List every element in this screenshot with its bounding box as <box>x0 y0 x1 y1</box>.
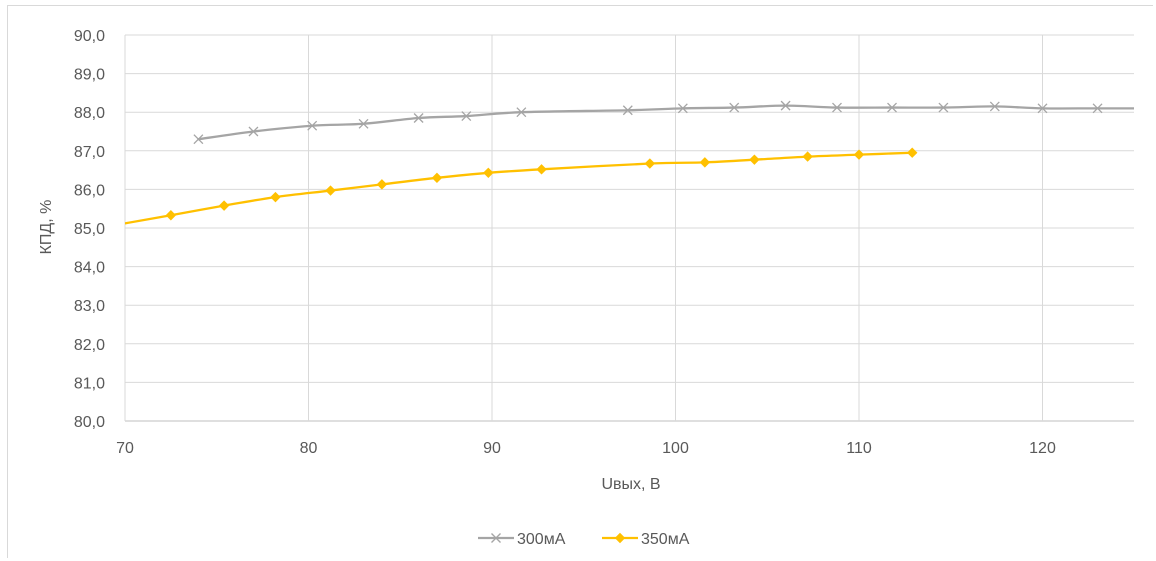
data-point-350мА <box>376 179 388 190</box>
data-point-300мА-stroke-b <box>989 101 1000 112</box>
data-point-300мА <box>193 134 204 145</box>
data-point-350мА <box>699 157 711 168</box>
legend-label: 350мА <box>641 531 690 548</box>
data-point-350мА <box>325 185 336 196</box>
x-tick-label: 80 <box>300 440 318 457</box>
data-point-350мА <box>536 164 547 175</box>
data-point-300мА <box>461 111 472 122</box>
data-point-300мА-stroke-b <box>413 113 424 123</box>
data-point-350мА <box>218 200 230 211</box>
series-line-300мА <box>197 104 1134 141</box>
data-point-300мА-stroke-b <box>938 102 949 113</box>
y-tick-label: 89,0 <box>74 67 105 84</box>
x-tick-label: 120 <box>1029 440 1056 457</box>
data-point-300мА-stroke-b <box>1037 103 1048 114</box>
data-point-300мА <box>729 102 740 113</box>
x-tick-label: 70 <box>116 440 134 457</box>
legend[interactable]: 300мА 350мА <box>478 531 690 548</box>
data-point-300мА <box>413 113 424 123</box>
legend-marker <box>614 532 626 544</box>
data-point-350мА <box>431 172 443 184</box>
data-point-300мА <box>780 100 791 111</box>
x-tick-labels: 70 80 90 100 110 120 <box>116 440 1056 457</box>
data-point-300мА <box>248 126 259 137</box>
series-300мА <box>193 100 1134 145</box>
y-tick-label: 87,0 <box>74 144 105 161</box>
data-point-350мА <box>853 149 865 160</box>
data-point-300мА <box>358 118 369 129</box>
y-axis-title: КПД, % <box>38 200 55 255</box>
data-point-300мА-stroke-b <box>358 118 369 129</box>
data-point-300мА-stroke-b <box>307 120 318 131</box>
data-point-300мА <box>307 120 318 131</box>
x-axis-title: Uвых, В <box>601 476 660 493</box>
data-point-300мА-stroke-b <box>461 111 472 122</box>
data-point-350мА <box>270 191 281 203</box>
series-line-350мА <box>125 151 914 225</box>
data-point-300мА-stroke-b <box>832 102 842 113</box>
data-point-350мА <box>483 167 494 179</box>
data-point-300мА <box>832 102 842 113</box>
y-tick-label: 81,0 <box>74 375 105 392</box>
y-tick-label: 90,0 <box>74 28 105 45</box>
data-point-300мА-stroke-b <box>1092 103 1103 114</box>
y-tick-label: 84,0 <box>74 260 105 277</box>
data-point-350мА <box>644 158 656 169</box>
y-tick-label: 86,0 <box>74 182 105 199</box>
legend-item-350мА[interactable]: 350мА <box>602 531 690 548</box>
data-point-350мА <box>802 151 813 162</box>
data-point-300мА <box>622 105 633 116</box>
data-point-300мА <box>1092 103 1103 114</box>
data-point-300мА-stroke-b <box>248 126 259 137</box>
y-tick-labels: 80,0 81,0 82,0 83,0 84,0 85,0 86,0 87,0 88,0 89,0… <box>74 28 105 431</box>
y-tick-label: 80,0 <box>74 414 105 431</box>
data-point-300мА-stroke-b <box>516 107 527 118</box>
data-point-300мА <box>989 101 1000 112</box>
grid-lines <box>124 34 1134 422</box>
data-point-300мА <box>1037 103 1048 114</box>
data-point-350мА <box>907 147 918 158</box>
chart-frame <box>7 5 1153 558</box>
series-350мА <box>125 147 918 225</box>
data-point-300мА <box>516 107 527 118</box>
legend-item-300мА[interactable]: 300мА <box>478 531 566 548</box>
data-point-350мА <box>165 210 177 221</box>
series-layer <box>125 100 1134 225</box>
data-point-300мА-stroke-b <box>780 100 791 111</box>
data-point-300мА-stroke-b <box>677 103 688 114</box>
data-point-300мА <box>938 102 949 113</box>
data-point-300мА-stroke-b <box>729 102 740 113</box>
data-point-300мА <box>887 102 897 113</box>
y-tick-label: 88,0 <box>74 105 105 122</box>
x-tick-label: 110 <box>846 440 872 457</box>
data-point-300мА-stroke-b <box>193 134 204 145</box>
data-point-350мА <box>749 154 760 165</box>
legend-marker <box>491 533 501 543</box>
legend-marker-stroke-b <box>491 533 501 543</box>
legend-label: 300мА <box>517 531 566 548</box>
y-tick-label: 85,0 <box>74 221 105 238</box>
data-point-300мА-stroke-b <box>887 102 897 113</box>
y-tick-label: 83,0 <box>74 298 105 315</box>
x-tick-label: 100 <box>662 440 689 457</box>
data-point-300мА-stroke-b <box>622 105 633 116</box>
x-tick-label: 90 <box>483 440 501 457</box>
y-tick-label: 82,0 <box>74 337 105 354</box>
data-point-300мА <box>677 103 688 114</box>
